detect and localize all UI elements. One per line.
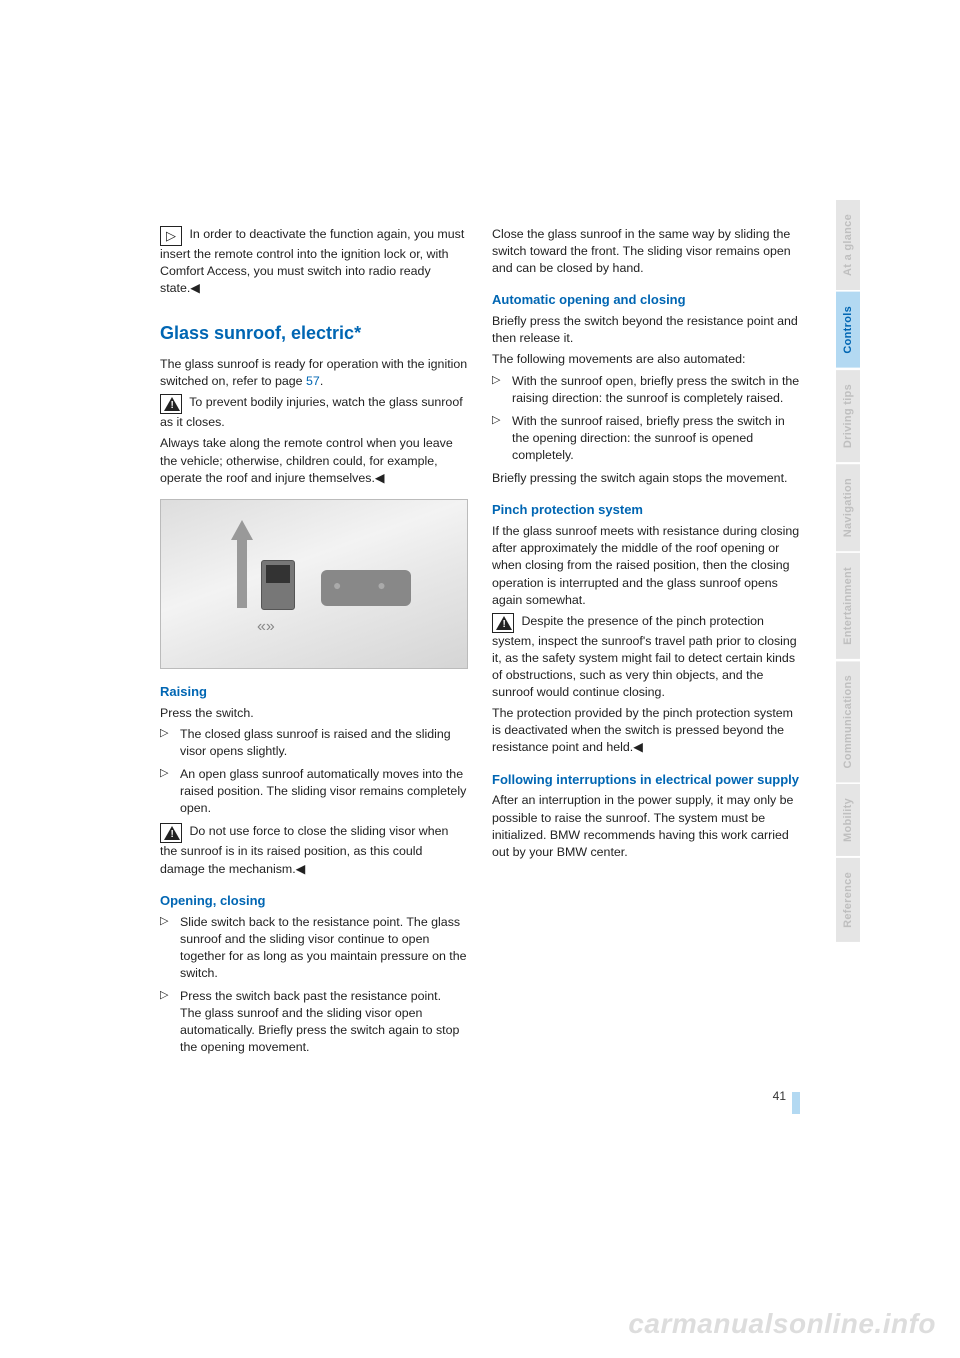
list-item: Press the switch back past the resistanc… [160,988,468,1056]
content-columns: ▷ In order to deactivate the function ag… [160,226,800,1062]
button-panel-graphic [321,570,411,606]
tab-mobility[interactable]: Mobility [836,784,860,856]
list-item: With the sunroof raised, briefly press t… [492,413,800,464]
warning-pinch-inspect: Despite the presence of the pinch protec… [492,613,800,701]
tab-navigation[interactable]: Navigation [836,464,860,551]
warning-pinch-deactivate: The protection provided by the pinch pro… [492,705,800,756]
tab-driving-tips[interactable]: Driving tips [836,370,860,462]
list-item: With the sunroof open, briefly press the… [492,373,800,407]
heading-raising: Raising [160,683,468,701]
list-item: The closed glass sunroof is raised and t… [160,726,468,760]
warning-icon [160,394,182,414]
list-item: Slide switch back to the resistance poin… [160,914,468,982]
warning-watch-sunroof: To prevent bodily injuries, watch the gl… [160,394,468,431]
raising-list: The closed glass sunroof is raised and t… [160,726,468,818]
warning-visor-force: Do not use force to close the sliding vi… [160,823,468,877]
warning-icon [160,823,182,843]
opening-list: Slide switch back to the resistance poin… [160,914,468,1057]
heading-opening-closing: Opening, closing [160,892,468,910]
page: ▷ In order to deactivate the function ag… [0,0,960,1358]
page-number: 41 [160,1086,800,1108]
note-deactivate-text: In order to deactivate the function agai… [160,227,464,295]
heading-pinch-protection: Pinch protection system [492,501,800,519]
pinch-desc-text: If the glass sunroof meets with resistan… [492,523,800,609]
auto-movements-text: The following movements are also automat… [492,351,800,368]
watermark-text: carmanualsonline.info [628,1308,936,1340]
intro-text: The glass sunroof is ready for operation… [160,356,468,390]
heading-power-interruption: Following interruptions in electrical po… [492,771,800,789]
info-icon: ▷ [160,226,182,246]
list-item: An open glass sunroof automatically move… [160,766,468,817]
arrow-horiz-icon: «» [257,616,275,638]
warning-remote-control: Always take along the remote control whe… [160,435,468,486]
auto-stop-text: Briefly pressing the switch again stops … [492,470,800,487]
auto-brief-press-text: Briefly press the switch beyond the resi… [492,313,800,347]
left-column: ▷ In order to deactivate the function ag… [160,226,468,1062]
auto-list: With the sunroof open, briefly press the… [492,373,800,465]
press-switch-text: Press the switch. [160,705,468,722]
note-deactivate: ▷ In order to deactivate the function ag… [160,226,468,297]
tab-reference[interactable]: Reference [836,858,860,942]
right-column: Close the glass sunroof in the same way … [492,226,800,1062]
tab-entertainment[interactable]: Entertainment [836,553,860,659]
power-interruption-text: After an interruption in the power suppl… [492,792,800,860]
arrow-up-icon [231,520,251,610]
warning-icon [492,613,514,633]
heading-glass-sunroof: Glass sunroof, electric* [160,321,468,346]
tab-communications[interactable]: Communications [836,661,860,782]
page-link-57[interactable]: 57 [306,374,320,388]
sunroof-switch-illustration: «» [160,499,468,669]
page-number-bar [792,1092,800,1114]
heading-auto-open-close: Automatic opening and closing [492,291,800,309]
close-sunroof-text: Close the glass sunroof in the same way … [492,226,800,277]
section-tabs: At a glance Controls Driving tips Naviga… [836,200,866,944]
tab-controls[interactable]: Controls [836,292,860,368]
switch-graphic [261,560,295,610]
tab-at-a-glance[interactable]: At a glance [836,200,860,290]
